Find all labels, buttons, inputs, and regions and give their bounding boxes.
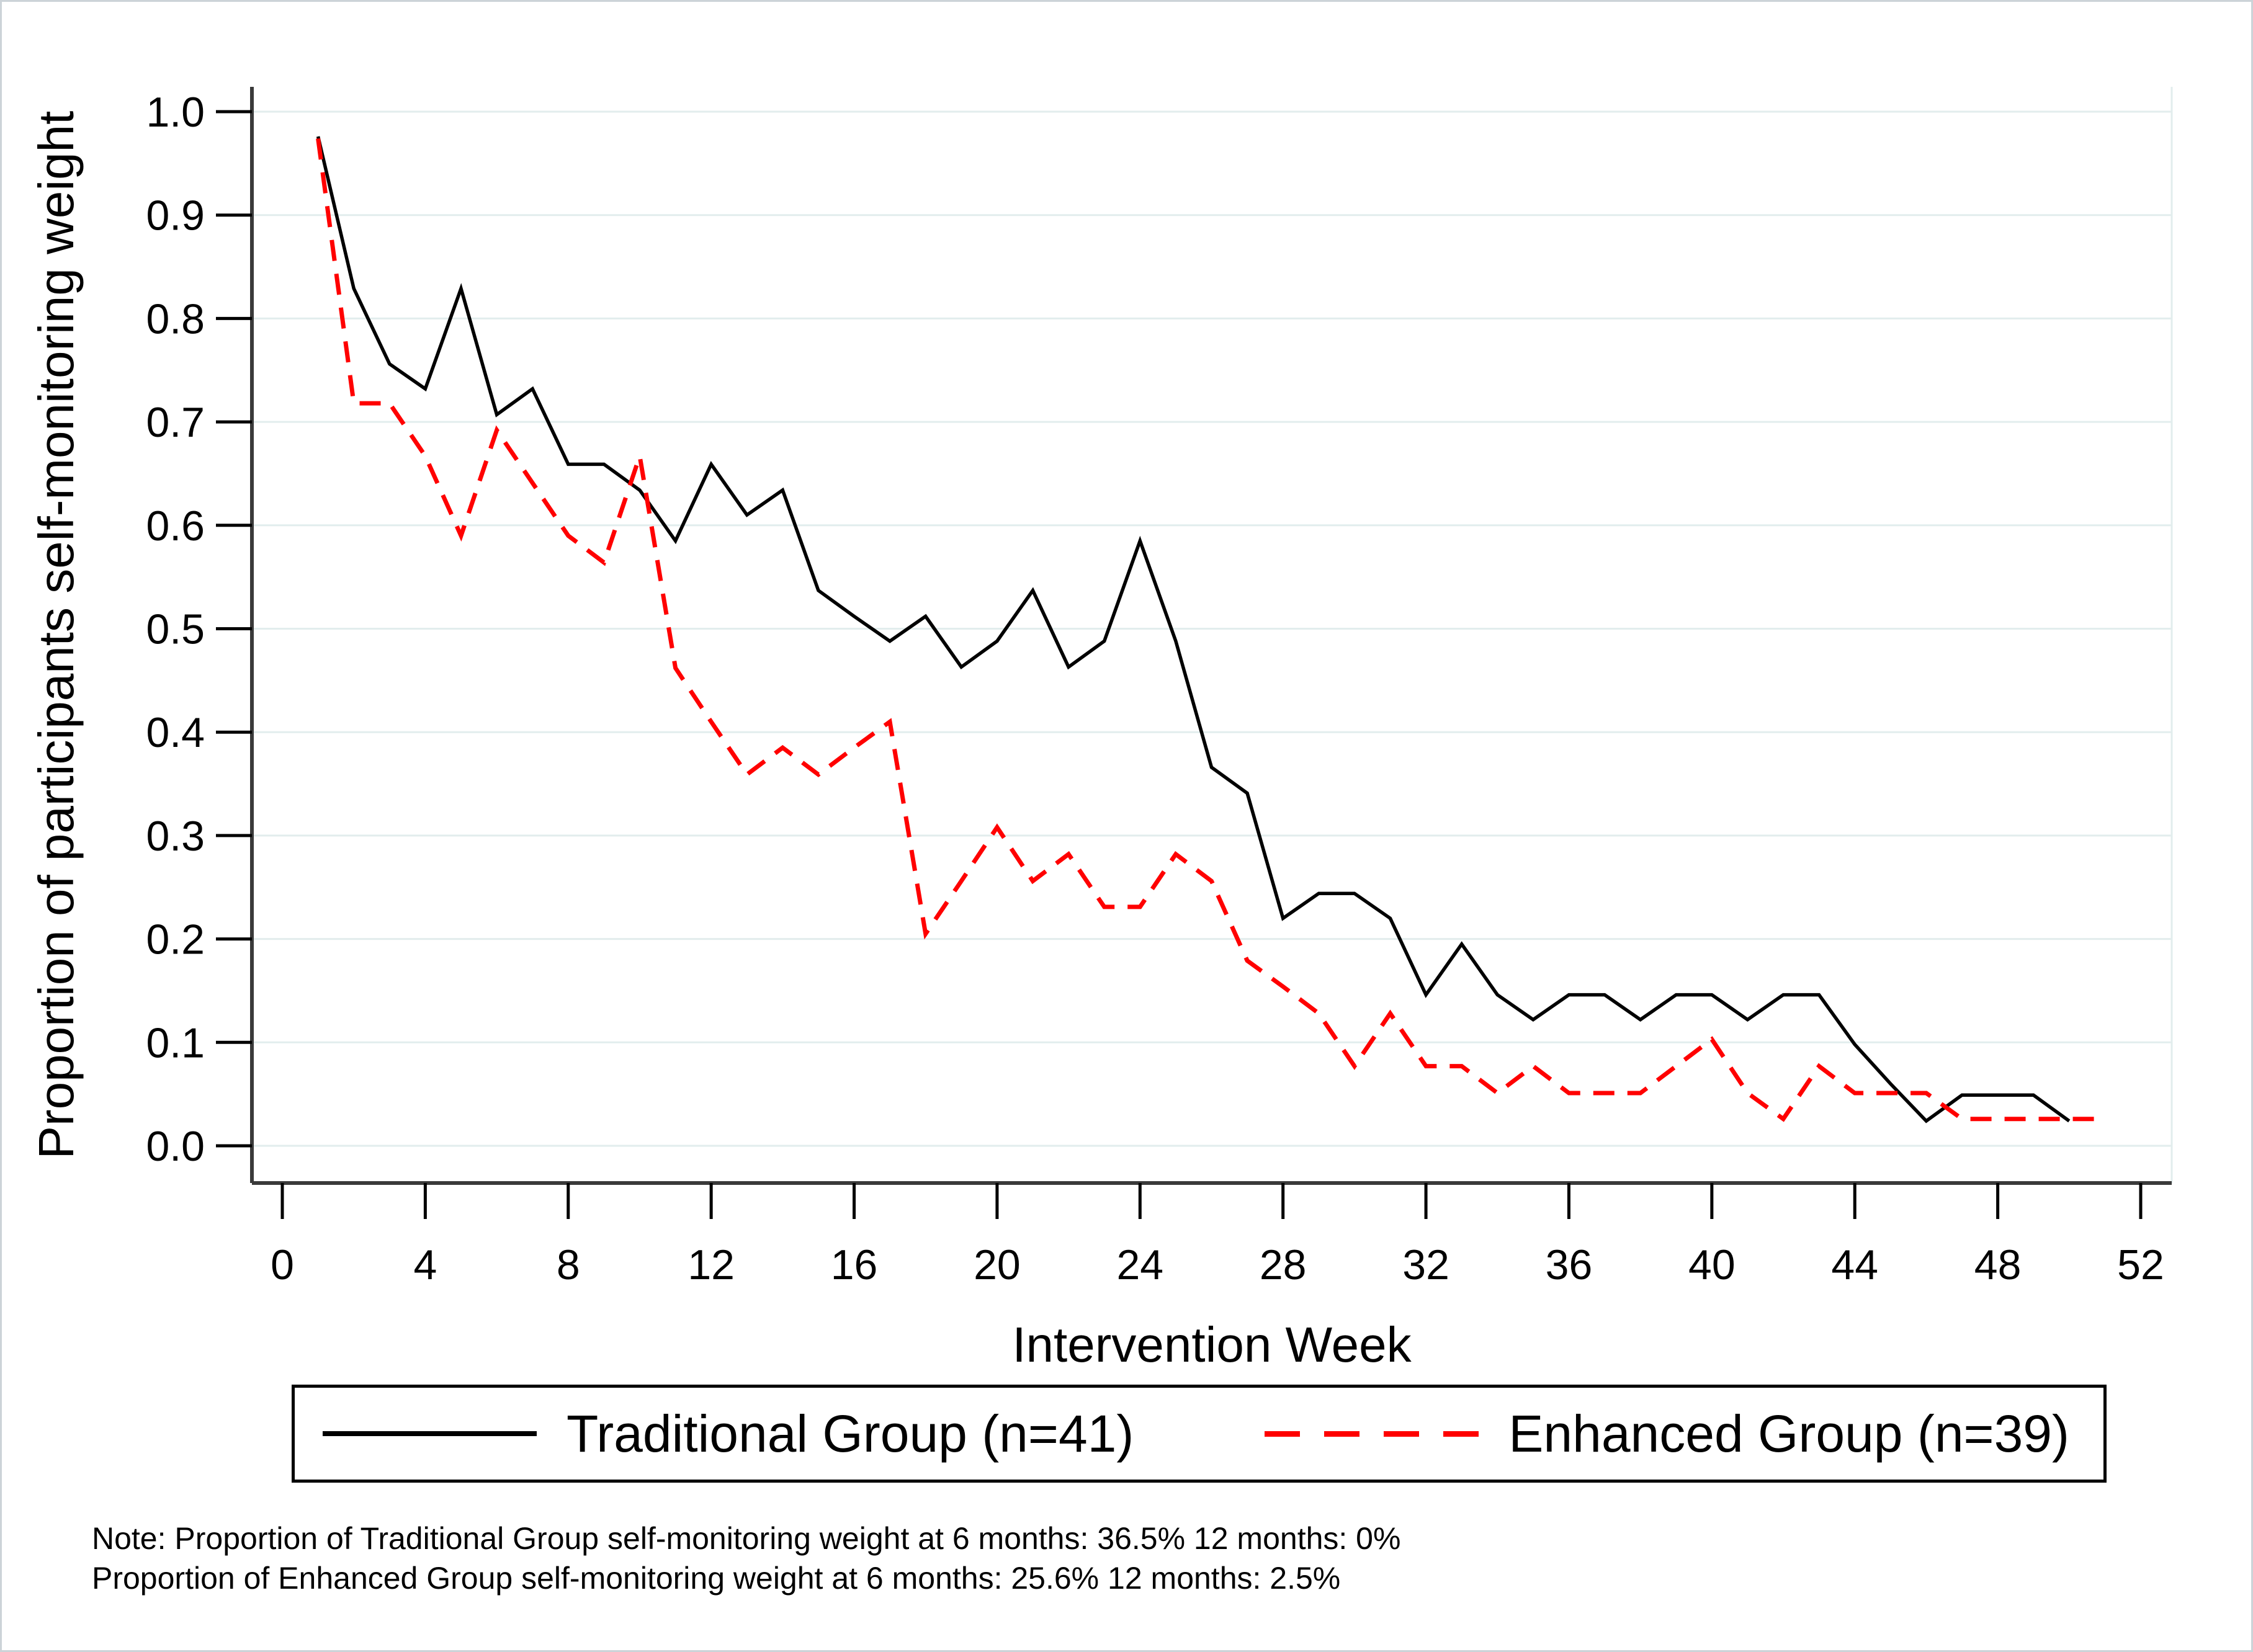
ticks-group [216,110,2143,1219]
x-tick-label: 0 [271,1241,294,1288]
solid-line-swatch [323,1431,537,1436]
y-tick-label: 0.6 [146,502,205,550]
gridlines-group [252,87,2173,1183]
note-line-2: Proportion of Enhanced Group self-monito… [92,1561,1341,1596]
legend-item-enhanced: Enhanced Group (n=39) [1265,1404,2069,1464]
y-tick-label: 0.5 [146,606,205,653]
x-tick-label: 4 [413,1241,437,1288]
axis-titles-group: Intervention Week Proportion of participa… [29,111,1412,1372]
x-tick-label: 12 [688,1241,735,1288]
x-tick-label: 40 [1688,1241,1736,1288]
y-tick-label: 0.1 [146,1019,205,1066]
x-tick-label: 36 [1546,1241,1593,1288]
x-tick-label: 44 [1831,1241,1878,1288]
x-tick-label: 48 [1974,1241,2022,1288]
note-line-1: Note: Proportion of Traditional Group se… [92,1521,1401,1556]
legend-label-enhanced: Enhanced Group (n=39) [1508,1404,2069,1463]
axes-group [250,87,2172,1185]
y-tick-label: 0.4 [146,709,205,756]
dashed-line-swatch [1265,1431,1479,1437]
y-tick-label: 0.0 [146,1123,205,1170]
series-enhanced-line [316,138,2105,1122]
figure-notes: Note: Proportion of Traditional Group se… [92,1519,1400,1598]
y-axis-title: Proportion of participants self-monitori… [29,111,84,1159]
y-tick-label: 1.0 [146,89,205,136]
y-tick-label: 0.8 [146,295,205,342]
y-tick-label: 0.7 [146,399,205,446]
x-tick-label: 32 [1402,1241,1449,1288]
y-tick-label: 0.9 [146,192,205,239]
x-tick-label: 52 [2117,1241,2164,1288]
y-tick-label: 0.3 [146,813,205,860]
x-axis-title: Intervention Week [1012,1317,1412,1372]
y-tick-label: 0.2 [146,916,205,963]
series-traditional-line [316,136,2071,1123]
legend-box: Traditional Group (n=41) Enhanced Group … [292,1385,2107,1483]
legend-label-traditional: Traditional Group (n=41) [567,1404,1134,1463]
x-tick-label: 24 [1116,1241,1163,1288]
tick-labels-group: 0.00.10.20.30.40.50.60.70.80.91.00 4 8 12 16… [146,89,2164,1288]
x-tick-label: 28 [1260,1241,1307,1288]
x-tick-label: 16 [831,1241,878,1288]
legend-item-traditional: Traditional Group (n=41) [323,1404,1134,1464]
x-tick-label: 8 [557,1241,580,1288]
x-tick-label: 20 [974,1241,1021,1288]
series-group [316,136,2105,1123]
